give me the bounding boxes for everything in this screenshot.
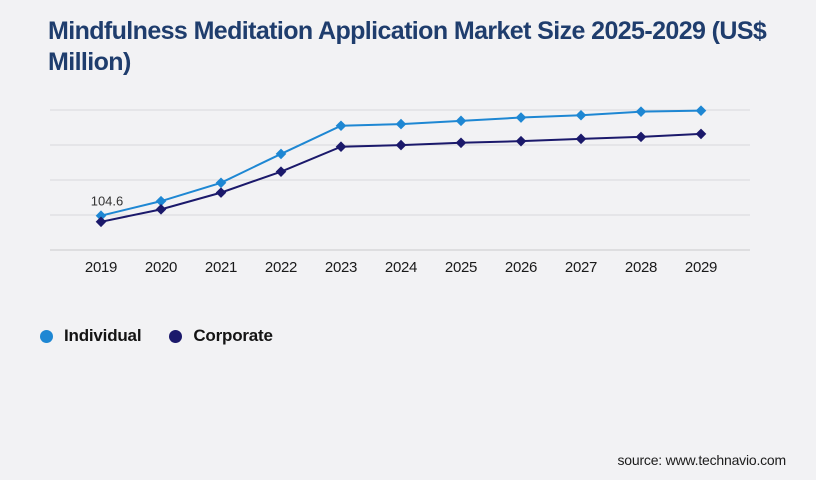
legend-marker-corporate-icon — [169, 329, 183, 343]
data-point — [515, 112, 527, 123]
series-corporate — [95, 128, 707, 228]
legend-label-corporate: Corporate — [193, 326, 273, 345]
data-point — [155, 204, 167, 215]
x-tick-label: 2029 — [685, 259, 717, 276]
data-point — [635, 131, 647, 143]
data-point — [335, 120, 347, 132]
page-title: Mindfulness Meditation Application Marke… — [48, 17, 767, 76]
x-tick-label: 2020 — [145, 259, 177, 276]
data-point — [575, 133, 587, 145]
data-point — [695, 128, 707, 140]
data-point — [215, 187, 227, 198]
x-tick-label: 2022 — [265, 259, 297, 276]
x-tick-label: 2026 — [505, 259, 537, 276]
point-data-label: 104.6 — [91, 194, 124, 209]
data-point — [515, 135, 527, 147]
x-tick-label: 2027 — [565, 259, 597, 276]
data-point — [395, 139, 407, 151]
legend-item-corporate: Corporate — [169, 326, 273, 346]
data-point — [455, 115, 467, 127]
data-point — [335, 141, 347, 153]
x-tick-label: 2025 — [445, 259, 477, 276]
x-axis-labels: 2019 2020 2021 2022 2023 2024 2025 2026 2027 2028… — [85, 259, 717, 276]
x-tick-label: 2019 — [85, 259, 117, 276]
x-tick-label: 2024 — [385, 259, 417, 276]
data-point — [215, 177, 227, 189]
data-point — [155, 195, 167, 207]
data-point — [275, 148, 287, 160]
legend-item-individual: Individual — [40, 326, 142, 346]
x-tick-label: 2023 — [325, 259, 357, 276]
chart-legend: Individual Corporate — [40, 324, 273, 348]
data-point — [635, 106, 647, 117]
legend-label-individual: Individual — [64, 326, 142, 345]
data-point — [455, 137, 467, 149]
data-point — [395, 118, 407, 130]
data-point — [575, 109, 587, 121]
data-point — [695, 105, 707, 116]
data-point — [95, 210, 107, 222]
series-individual — [95, 105, 707, 222]
x-tick-label: 2028 — [625, 259, 657, 276]
data-point — [95, 216, 107, 228]
legend-marker-individual-icon — [40, 329, 53, 343]
source-attribution: source: www.technavio.com — [617, 452, 786, 468]
data-point — [275, 166, 287, 177]
x-tick-label: 2021 — [205, 259, 237, 276]
gridlines — [50, 109, 750, 216]
